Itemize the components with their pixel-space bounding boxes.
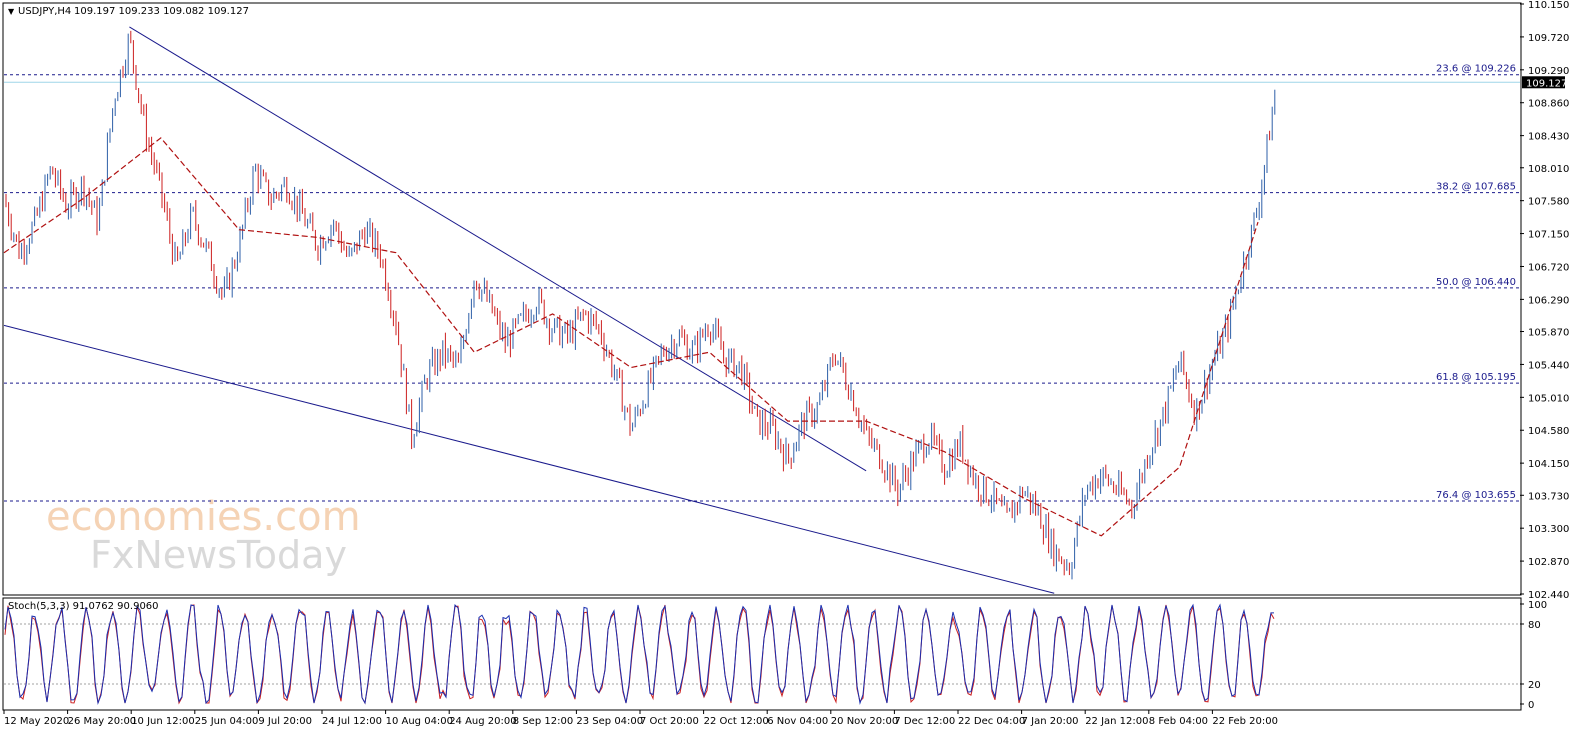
time-tick-label: 9 Jul 20:00	[258, 716, 312, 727]
time-tick-label: 20 Nov 20:00	[831, 716, 898, 727]
watermark-fxnewstoday: FxNewsToday	[90, 533, 347, 577]
time-tick-label: 12 May 2020	[4, 716, 69, 727]
fib-level-label: 61.8 @ 105.195	[1436, 372, 1516, 383]
price-tick-label: 109.290	[1528, 66, 1569, 77]
time-tick-label: 22 Dec 04:00	[958, 716, 1025, 727]
stoch-tick-label: 100	[1528, 600, 1547, 611]
current-price-label: 109.127	[1526, 78, 1567, 89]
price-tick-label: 108.430	[1528, 132, 1569, 143]
price-tick-label: 103.300	[1528, 524, 1569, 535]
trendline[interactable]	[129, 26, 867, 472]
time-tick-label: 25 Jun 04:00	[195, 716, 259, 727]
price-tick-label: 105.870	[1528, 328, 1569, 339]
fib-level-label: 50.0 @ 106.440	[1436, 277, 1516, 288]
price-tick-label: 105.440	[1528, 360, 1569, 371]
stochastic-pane-frame	[2, 597, 1522, 711]
price-tick-label: 105.010	[1528, 393, 1569, 404]
fib-level-label: 38.2 @ 107.685	[1436, 182, 1516, 193]
time-tick-label: 10 Jun 12:00	[131, 716, 195, 727]
time-tick-label: 22 Feb 20:00	[1212, 716, 1278, 727]
price-tick-label: 102.870	[1528, 557, 1569, 568]
price-tick-label: 103.730	[1528, 491, 1569, 502]
ohlc-values: 109.197 109.233 109.082 109.127	[74, 6, 249, 17]
fib-level-label: 23.6 @ 109.226	[1436, 64, 1516, 75]
main-pane-frame	[2, 2, 1522, 596]
watermark-economies: economies.com	[46, 494, 361, 540]
time-tick-label: 24 Jul 12:00	[322, 716, 382, 727]
stochastic-label: Stoch(5,3,3) 91.0762 90.9060	[8, 601, 159, 612]
time-tick-label: 7 Oct 20:00	[640, 716, 699, 727]
stoch-main-line	[4, 603, 1274, 705]
price-tick-label: 106.720	[1528, 262, 1569, 273]
time-tick-label: 26 May 20:00	[68, 716, 137, 727]
time-tick-label: 7 Jan 20:00	[1022, 716, 1079, 727]
symbol-label: USDJPY,H4	[18, 6, 71, 17]
time-tick-label: 7 Dec 12:00	[894, 716, 955, 727]
stoch-tick-label: 0	[1528, 700, 1534, 711]
price-tick-label: 104.580	[1528, 426, 1569, 437]
stoch-tick-label: 80	[1528, 620, 1541, 631]
time-tick-label: 24 Aug 20:00	[449, 716, 516, 727]
price-tick-label: 110.150	[1528, 0, 1569, 11]
time-tick-label: 22 Oct 12:00	[704, 716, 769, 727]
time-tick-label: 23 Sep 04:00	[576, 716, 643, 727]
price-tick-label: 107.150	[1528, 230, 1569, 241]
price-tick-label: 106.290	[1528, 295, 1569, 306]
price-tick-label: 108.010	[1528, 164, 1569, 175]
fib-level-label: 76.4 @ 103.655	[1436, 490, 1516, 501]
time-tick-label: 10 Aug 04:00	[386, 716, 453, 727]
price-tick-label: 104.150	[1528, 459, 1569, 470]
price-tick-label: 102.440	[1528, 590, 1569, 601]
current-price-box	[1522, 76, 1565, 89]
moving-average-line	[3, 137, 1259, 537]
stoch-tick-label: 20	[1528, 680, 1541, 691]
time-tick-label: 22 Jan 12:00	[1085, 716, 1148, 727]
time-tick-label: 8 Sep 12:00	[513, 716, 573, 727]
time-tick-label: 8 Feb 04:00	[1149, 716, 1208, 727]
time-tick-label: 6 Nov 04:00	[767, 716, 828, 727]
price-tick-label: 108.860	[1528, 99, 1569, 110]
price-tick-label: 109.720	[1528, 33, 1569, 44]
price-tick-label: 107.580	[1528, 197, 1569, 208]
header-arrow-icon[interactable]: ▼	[8, 7, 15, 16]
trendline[interactable]	[3, 324, 1055, 594]
